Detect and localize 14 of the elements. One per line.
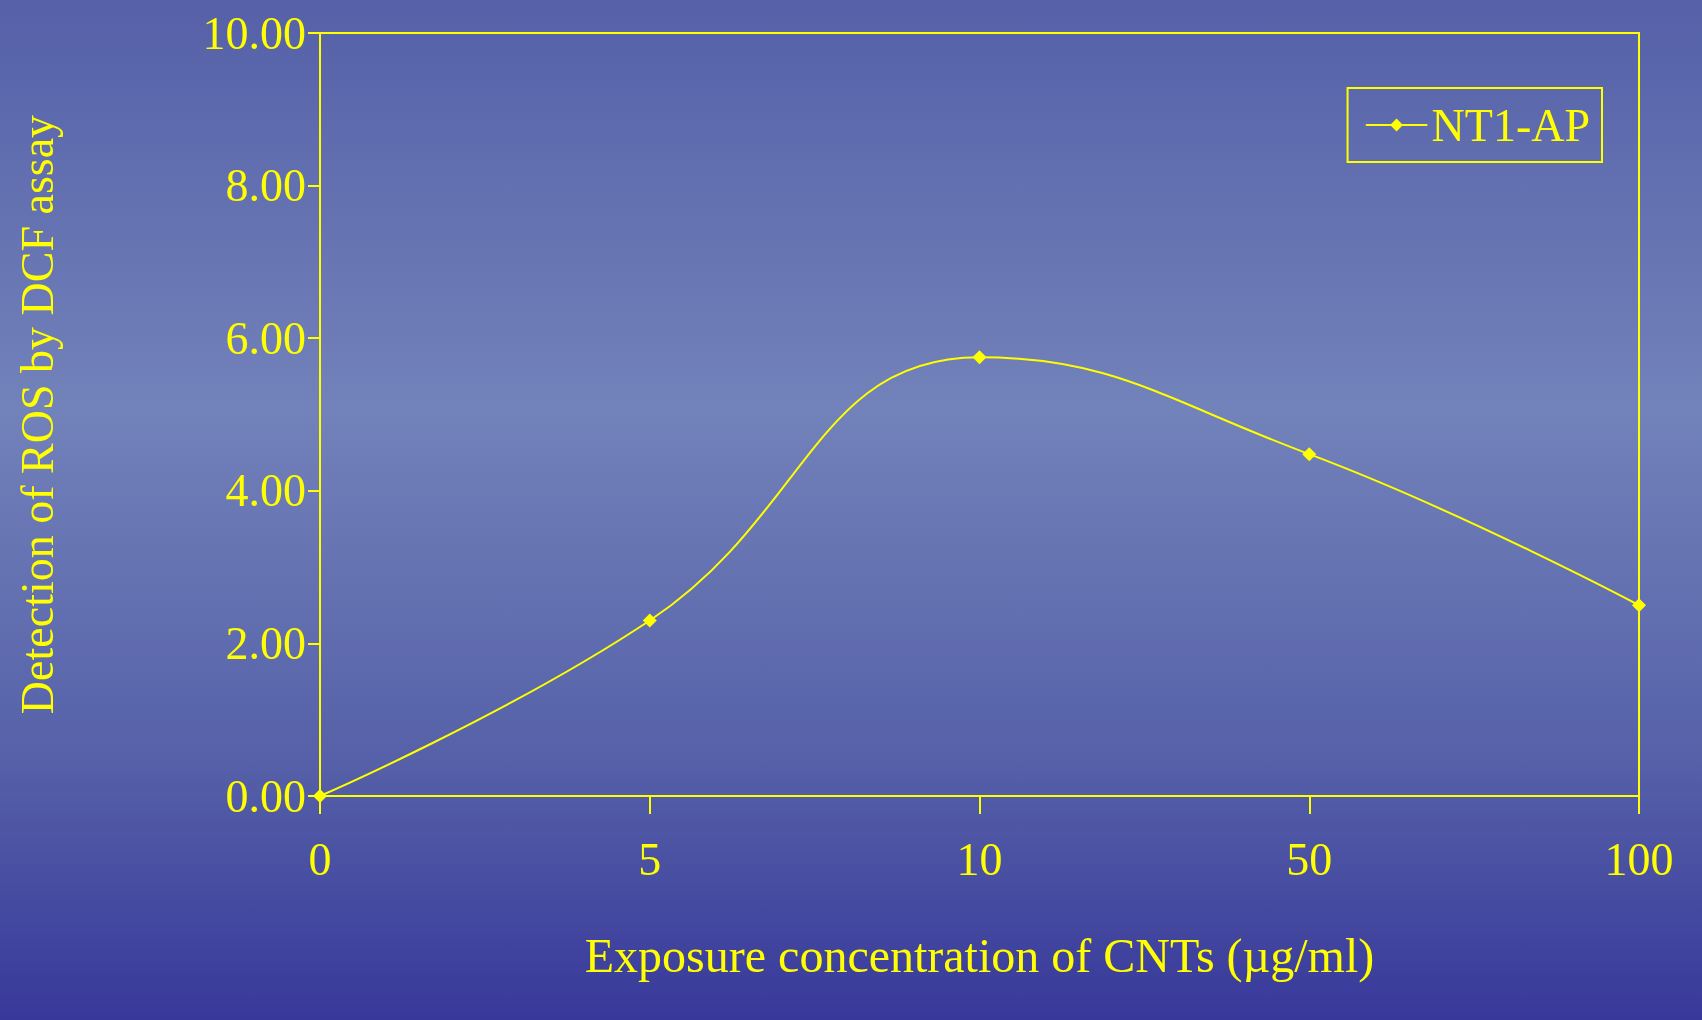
y-tick-label: 6.00 [225,312,306,364]
x-tick-label: 5 [638,833,662,885]
x-tick-label: 50 [1286,833,1333,885]
x-tick-label: 0 [308,833,332,885]
y-tick-label: 8.00 [225,160,306,212]
x-tick-label: 100 [1604,833,1674,885]
x-tick-label: 10 [956,833,1003,885]
y-tick-label: 4.00 [225,465,306,517]
y-tick-label: 10.00 [202,7,306,59]
y-axis-title: Detection of ROS by DCF assay [11,114,63,715]
y-tick-label: 0.00 [225,770,306,822]
y-tick-label: 2.00 [225,617,306,669]
x-axis-title: Exposure concentration of CNTs (µg/ml) [584,928,1375,983]
legend-label: NT1-AP [1431,99,1591,151]
